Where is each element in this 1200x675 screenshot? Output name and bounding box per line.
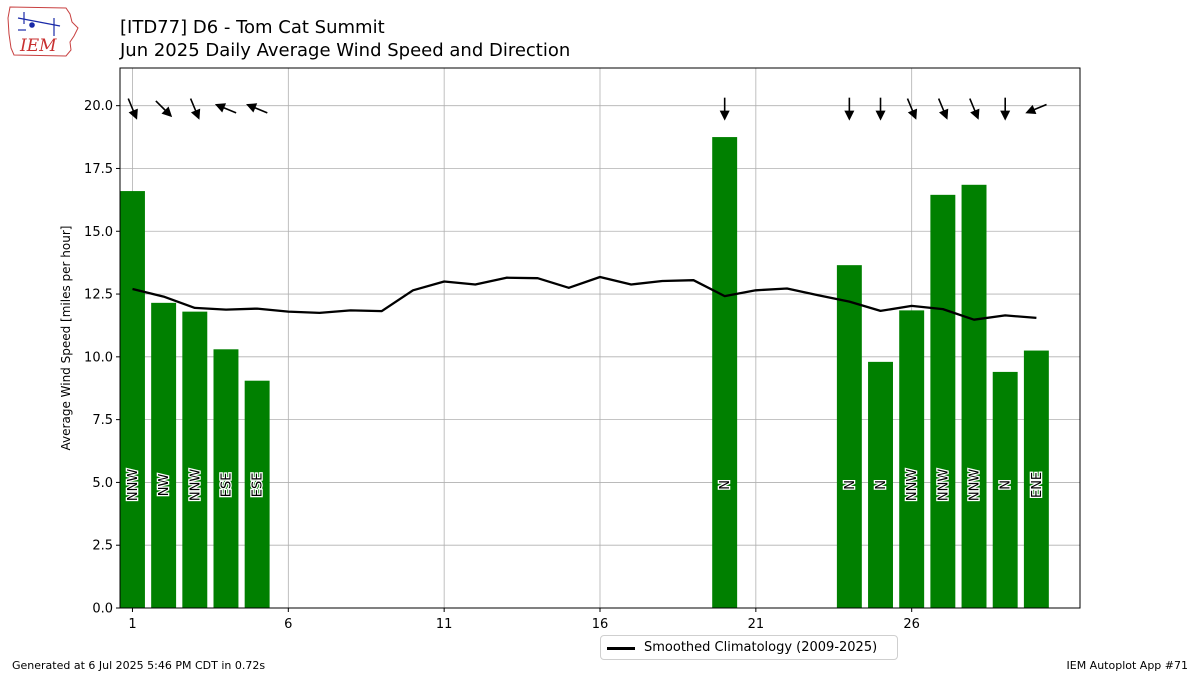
wind-bar (244, 380, 270, 608)
wind-arrow-icon (906, 98, 918, 120)
y-tick-label: 20.0 (84, 99, 113, 114)
arrow-head (907, 108, 918, 120)
wind-bar (992, 371, 1018, 608)
wind-bar (182, 311, 208, 608)
arrow-shaft (906, 98, 914, 113)
chart-title: [ITD77] D6 - Tom Cat Summit (120, 17, 385, 38)
wind-arrow-icon (155, 100, 173, 118)
arrow-head (719, 110, 730, 121)
wind-bar (712, 137, 738, 608)
wind-bar (836, 265, 862, 608)
direction-label: NNW (968, 469, 983, 501)
direction-label: N (843, 480, 858, 490)
wind-bar (868, 361, 893, 608)
iowa-state-outline-icon (7, 6, 79, 57)
wind-bar (1023, 350, 1049, 608)
direction-label: NW (157, 474, 172, 497)
wind-arrow-icon (189, 98, 201, 120)
y-tick-label: 2.5 (92, 539, 113, 554)
direction-label: ESE (219, 473, 234, 498)
chart-subtitle: Jun 2025 Daily Average Wind Speed and Di… (120, 40, 571, 61)
x-tick-label: 21 (748, 617, 765, 632)
arrow-shaft (1032, 103, 1047, 111)
x-tick-label: 1 (128, 617, 136, 632)
wind-arrow-icon (937, 98, 949, 120)
arrow-shaft (127, 98, 135, 113)
x-tick-label: 26 (903, 617, 920, 632)
direction-label: NNW (188, 469, 203, 501)
legend-label: Smoothed Climatology (2009-2025) (644, 640, 878, 655)
arrow-shaft (253, 106, 268, 114)
arrow-shaft (969, 98, 977, 113)
arrow-head (190, 108, 201, 120)
wind-arrow-icon (875, 97, 886, 121)
logo-text: IEM (19, 36, 57, 56)
direction-label: N (999, 480, 1014, 490)
y-tick-label: 7.5 (92, 413, 113, 428)
weather-station-icon (17, 12, 61, 36)
wind-arrow-icon (214, 103, 237, 114)
x-tick-label: 11 (436, 617, 453, 632)
direction-label: NNW (905, 469, 920, 501)
direction-label: N (874, 480, 889, 490)
wind-bar (120, 191, 145, 608)
arrow-head (939, 108, 949, 120)
wind-arrow-icon (719, 97, 730, 121)
direction-label: NNW (936, 469, 951, 501)
wind-bar (213, 349, 239, 608)
app-credit: IEM Autoplot App #71 (1066, 659, 1189, 672)
arrow-head (214, 103, 227, 113)
chart-legend: Smoothed Climatology (2009-2025) (600, 635, 898, 660)
wind-arrow-icon (1025, 103, 1047, 115)
y-tick-label: 17.5 (84, 162, 113, 177)
wind-bar (151, 302, 177, 608)
direction-label: N (718, 480, 733, 490)
direction-label: ENE (1030, 472, 1045, 498)
y-tick-label: 10.0 (84, 350, 113, 365)
climatology-line (132, 275, 1037, 321)
arrow-head (128, 108, 138, 120)
x-tick-label: 16 (592, 617, 609, 632)
y-tick-label: 0.0 (92, 602, 113, 617)
wind-bar (930, 194, 956, 608)
arrow-head (844, 110, 855, 121)
arrow-head (1025, 104, 1037, 115)
y-tick-label: 15.0 (84, 225, 113, 240)
wind-bar (961, 184, 987, 608)
arrow-head (970, 108, 980, 120)
arrow-shaft (221, 106, 237, 114)
wind-arrow-icon (1000, 97, 1011, 121)
y-axis-label: Average Wind Speed [miles per hour] (59, 226, 73, 451)
arrow-head (246, 103, 258, 113)
generated-note: Generated at 6 Jul 2025 5:46 PM CDT in 0… (12, 659, 266, 672)
wind-arrow-icon (246, 103, 268, 114)
arrow-head (875, 110, 886, 121)
wind-arrow-icon (127, 98, 138, 120)
direction-label: NNW (126, 469, 141, 501)
arrow-shaft (189, 98, 198, 113)
direction-label: ESE (251, 473, 266, 498)
wind-arrow-icon (969, 98, 980, 120)
arrow-shaft (937, 98, 946, 113)
y-tick-label: 5.0 (92, 476, 113, 491)
wind-bar (899, 310, 925, 608)
x-tick-label: 6 (284, 617, 292, 632)
legend-line-swatch (607, 647, 635, 650)
y-tick-label: 12.5 (84, 288, 113, 303)
iem-logo: IEM (7, 6, 79, 57)
arrow-shaft (155, 100, 168, 113)
wind-arrow-icon (844, 97, 855, 121)
arrow-head (1000, 110, 1011, 121)
